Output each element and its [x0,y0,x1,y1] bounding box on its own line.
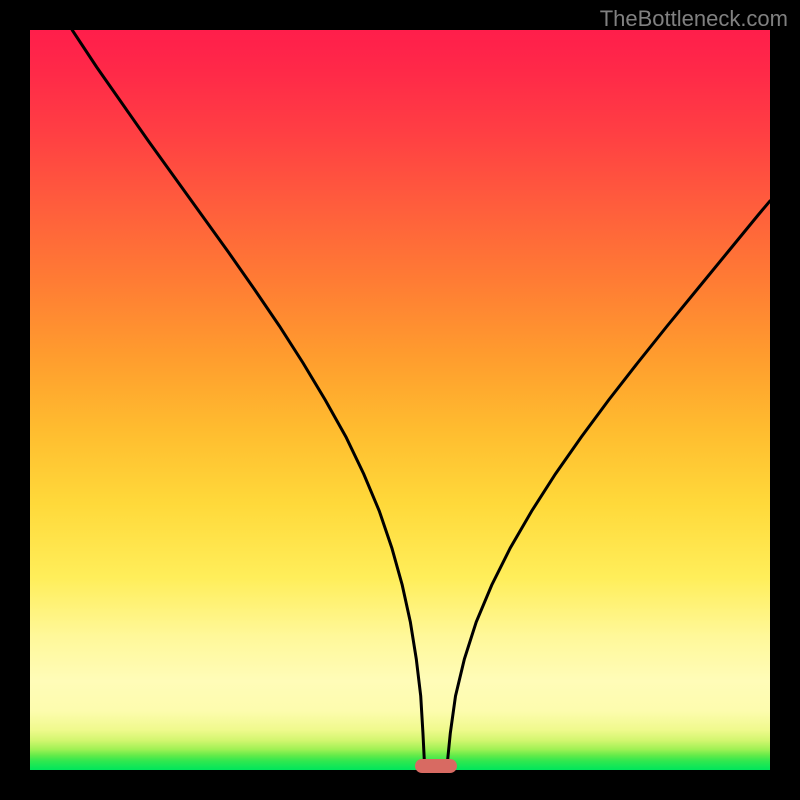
optimal-point-marker [415,759,457,773]
watermark-text: TheBottleneck.com [600,6,788,32]
bottleneck-curve [30,30,770,770]
chart-plot-area [30,30,770,770]
